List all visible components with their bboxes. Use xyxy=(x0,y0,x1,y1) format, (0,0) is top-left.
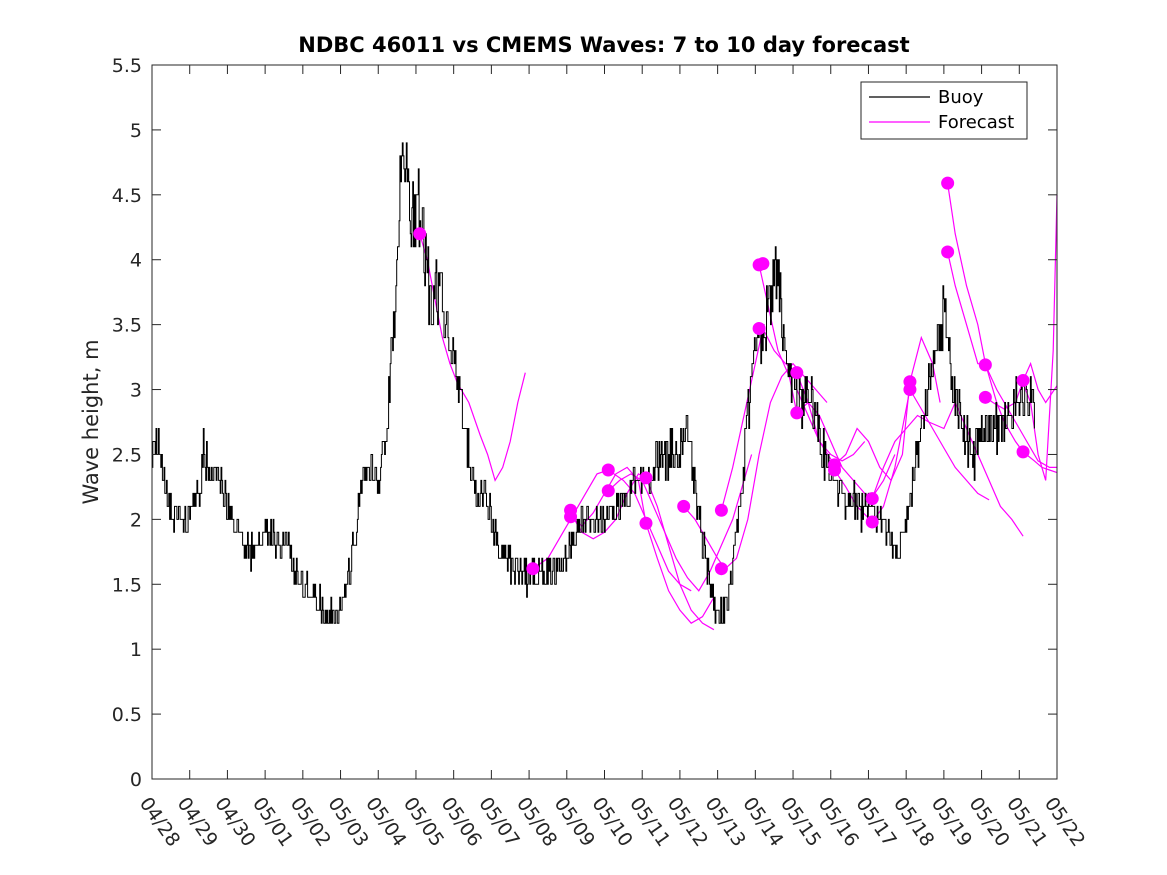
forecast-marker xyxy=(828,463,842,477)
y-tick-label: 5.5 xyxy=(112,55,142,77)
y-tick-label: 5 xyxy=(130,120,142,142)
buoy-series-line xyxy=(152,142,1035,624)
forecast-marker xyxy=(601,463,615,477)
y-tick-label: 2 xyxy=(130,509,142,531)
forecast-marker xyxy=(903,383,917,397)
forecast-marker xyxy=(1016,373,1030,387)
forecast-marker xyxy=(639,471,653,485)
forecast-series-line xyxy=(834,387,990,523)
forecast-marker xyxy=(978,390,992,404)
y-tick-label: 1 xyxy=(130,639,142,661)
forecast-marker xyxy=(865,515,879,529)
forecast-marker xyxy=(941,245,955,259)
forecast-marker xyxy=(752,322,766,336)
y-tick-label: 1.5 xyxy=(112,574,142,596)
forecast-marker xyxy=(978,358,992,372)
forecast-series-line xyxy=(532,469,692,592)
forecast-series-line xyxy=(871,400,1024,537)
y-tick-label: 0.5 xyxy=(112,704,142,726)
y-tick-label: 4.5 xyxy=(112,185,142,207)
y-tick-label: 3.5 xyxy=(112,315,142,337)
forecast-marker xyxy=(601,484,615,498)
forecast-marker xyxy=(941,176,955,190)
forecast-series-line xyxy=(607,454,753,592)
forecast-marker xyxy=(639,516,653,530)
forecast-marker xyxy=(714,503,728,517)
forecast-marker xyxy=(756,257,770,271)
forecast-marker xyxy=(677,499,691,513)
forecast-series-line xyxy=(570,466,715,624)
forecast-marker xyxy=(526,562,540,576)
forecast-marker xyxy=(564,510,578,524)
y-tick-label: 3 xyxy=(130,380,142,402)
forecast-marker xyxy=(790,366,804,380)
legend-buoy-label: Buoy xyxy=(938,87,984,108)
forecast-marker xyxy=(413,227,427,241)
y-tick-label: 0 xyxy=(130,769,142,791)
y-axis: 0 0.5 1 1.5 2 2.5 3 3.5 4 4.5 5 5.5 xyxy=(112,55,1057,791)
forecast-series-line xyxy=(419,233,526,482)
forecast-series-line xyxy=(796,335,941,482)
forecast-markers xyxy=(413,176,1030,576)
legend: Buoy Forecast xyxy=(860,81,1028,140)
legend-box xyxy=(860,81,1028,140)
forecast-marker xyxy=(714,562,728,576)
y-axis-label: Wave height, m xyxy=(79,339,103,504)
forecast-marker xyxy=(865,492,879,506)
chart-title: NDBC 46011 vs CMEMS Waves: 7 to 10 day f… xyxy=(298,33,909,57)
forecast-marker xyxy=(790,406,804,420)
forecast-marker xyxy=(1016,445,1030,459)
buoy-line xyxy=(152,142,1035,624)
y-tick-label: 2.5 xyxy=(112,444,142,466)
legend-forecast-label: Forecast xyxy=(938,112,1014,133)
y-tick-label: 4 xyxy=(130,250,142,272)
